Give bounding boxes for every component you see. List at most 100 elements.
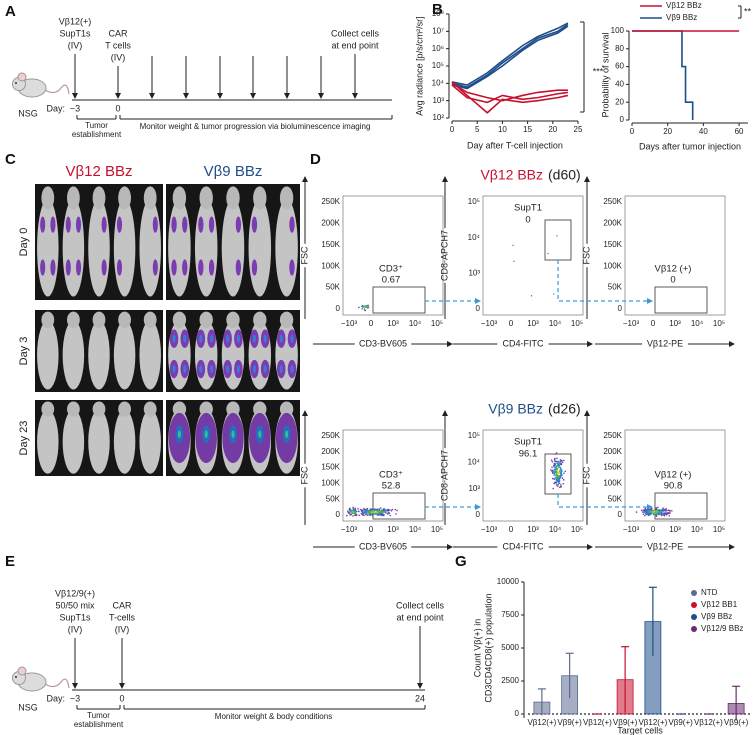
event-dot: [379, 512, 382, 515]
photo-mouse-head: [118, 186, 131, 210]
photo-mouse: [221, 199, 245, 297]
survival-line: [632, 30, 694, 120]
x-tick-label: 60: [735, 127, 744, 136]
signal: [204, 430, 208, 439]
event-dot: [551, 471, 554, 474]
y-tick-label: 10⁴: [468, 457, 481, 466]
event-dot: [558, 479, 561, 482]
y-tick-label: 0: [476, 304, 481, 313]
event-dot: [661, 512, 663, 514]
event-dot: [555, 479, 558, 482]
event-dot: [557, 483, 559, 486]
event-dot: [351, 509, 353, 512]
photo-mouse: [88, 199, 110, 297]
y-tick-label: 80: [615, 44, 624, 53]
injection-label: CAR: [112, 600, 132, 610]
mouse-ear: [17, 666, 27, 676]
event-dot: [635, 511, 638, 513]
event-dot: [361, 511, 364, 514]
panel-letter: C: [5, 151, 16, 168]
event-dot: [658, 509, 661, 512]
event-dot: [357, 510, 360, 513]
photo-mouse: [194, 199, 218, 297]
y-tick-label: 0: [515, 709, 520, 718]
signal: [198, 216, 204, 233]
event-dot: [663, 512, 666, 515]
mouse-eye: [15, 676, 17, 678]
endpoint-label: Collect cells: [331, 28, 380, 38]
event-dot: [383, 507, 385, 510]
arrow-head: [318, 93, 324, 99]
mouse-label: NSG: [18, 108, 38, 118]
event-dot: [559, 474, 562, 476]
event-dot: [646, 512, 648, 514]
event-dot: [368, 514, 371, 516]
event-dot: [644, 514, 646, 517]
gate-name: CD3⁺: [379, 264, 403, 275]
event-dot: [646, 508, 648, 511]
x-axis-label: CD4-FITC: [503, 541, 544, 551]
y-tick-label: 200K: [321, 219, 340, 228]
event-dot: [349, 510, 352, 513]
photo-mouse: [37, 320, 59, 390]
event-dot: [645, 513, 648, 516]
event-dot: [663, 514, 665, 517]
event-dot: [554, 481, 556, 484]
event-dot: [558, 477, 561, 480]
event-dot: [668, 515, 671, 517]
event-dot: [352, 510, 355, 512]
signal: [65, 216, 71, 233]
arrow-head: [115, 93, 121, 99]
photo-mouse-head: [118, 311, 131, 329]
event-dot: [561, 459, 563, 462]
photo-mouse-head: [118, 401, 131, 417]
event-dot: [555, 460, 558, 463]
photo-mouse: [275, 199, 298, 297]
x-tick-label: Vβ9(+): [668, 718, 693, 727]
error-bar: [732, 685, 741, 721]
event-dot: [554, 466, 557, 468]
y-tick-label: 10000: [497, 577, 520, 586]
photo-mouse-head: [92, 186, 106, 210]
event-dot: [669, 510, 671, 512]
mouse-eye: [15, 82, 17, 84]
injection-label: CAR: [108, 28, 128, 38]
gate-name: SupT1: [514, 437, 542, 448]
y-tick-label: 250K: [321, 431, 340, 440]
event-dot: [378, 509, 381, 512]
photo-mouse: [168, 320, 191, 390]
day-label: Day:: [46, 693, 65, 703]
event-dot: [560, 484, 562, 486]
arrow-head: [183, 93, 189, 99]
row-title: Vβ9 BBz: [488, 401, 543, 417]
signal: [40, 259, 46, 276]
photo-mouse-head: [143, 401, 157, 417]
day: −3: [70, 103, 80, 113]
event-dot: [371, 514, 374, 516]
event-dot: [369, 510, 371, 513]
photo-mouse: [37, 199, 59, 297]
event-dot: [376, 508, 379, 510]
signal: [171, 216, 177, 233]
injection-label: (IV): [111, 52, 126, 62]
event-dot: [556, 461, 559, 464]
event-dot: [559, 459, 562, 461]
event-dot: [351, 512, 353, 515]
y-tick-label: 10²: [432, 113, 444, 122]
y-axis-label: Count Vβ(+) in: [472, 619, 482, 677]
series-line: [451, 84, 569, 104]
row-label: Day 3: [18, 337, 30, 366]
day: 24: [415, 693, 425, 703]
injection-label: SupT1s: [59, 612, 91, 622]
signal: [183, 334, 187, 343]
event-dot: [358, 514, 360, 517]
event-dot: [394, 508, 397, 511]
gate-value: 90.8: [664, 481, 683, 492]
y-tick-label: 10³: [468, 484, 480, 493]
event-dot: [382, 514, 385, 517]
photo-mouse-head: [67, 311, 80, 329]
panel-letter: D: [310, 151, 321, 168]
signal: [231, 430, 235, 439]
row-label: Day 23: [18, 421, 30, 456]
event-dot: [553, 458, 556, 461]
